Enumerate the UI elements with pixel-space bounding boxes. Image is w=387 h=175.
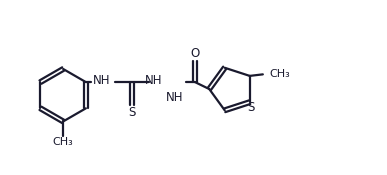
Text: S: S [128,106,136,120]
Text: O: O [190,47,200,60]
Text: CH₃: CH₃ [270,69,291,79]
Text: CH₃: CH₃ [53,137,74,147]
Text: NH: NH [166,91,184,104]
Text: NH: NH [145,74,162,87]
Text: NH: NH [93,74,111,87]
Text: S: S [247,101,254,114]
